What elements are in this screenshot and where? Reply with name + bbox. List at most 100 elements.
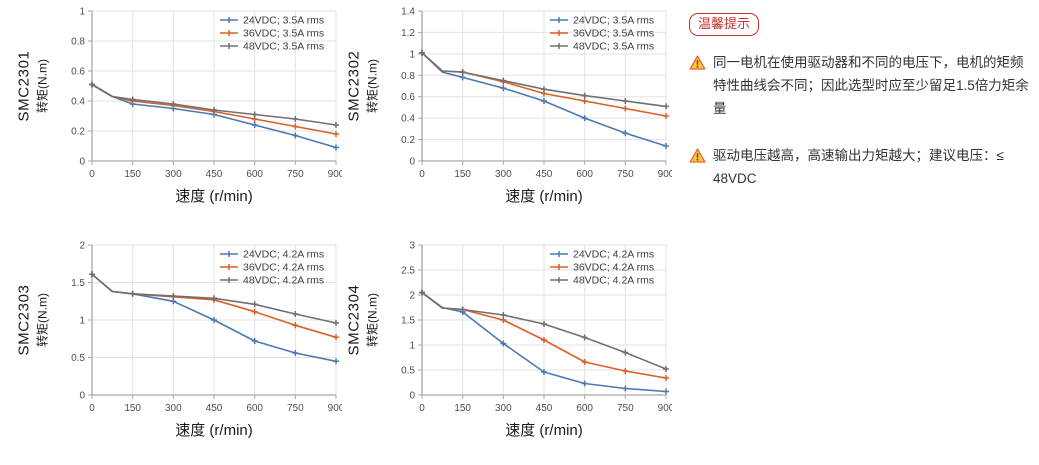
- svg-text:150: 150: [454, 169, 471, 180]
- svg-text:600: 600: [576, 169, 593, 180]
- svg-text:900: 900: [658, 169, 672, 180]
- svg-text:36VDC; 3.5A rms: 36VDC; 3.5A rms: [243, 28, 324, 40]
- svg-text:0: 0: [409, 157, 415, 168]
- svg-text:450: 450: [206, 403, 223, 414]
- series-48vdc: [89, 81, 339, 128]
- series-48vdc: [419, 49, 669, 110]
- svg-text:600: 600: [246, 169, 263, 180]
- x-axis-label: 速度 (r/min): [175, 422, 253, 439]
- svg-text:0.4: 0.4: [71, 97, 85, 108]
- svg-text:600: 600: [576, 403, 593, 414]
- x-axis-label: 速度 (r/min): [505, 422, 583, 439]
- chart-model-label: SMC2301: [15, 50, 33, 122]
- note-item: 同一电机在使用驱动器和不同的电压下，电机的矩频特性曲线会不同；因此选型时应至少留…: [689, 51, 1036, 121]
- svg-text:2: 2: [409, 291, 415, 302]
- svg-text:0: 0: [89, 403, 95, 414]
- svg-text:1: 1: [409, 49, 415, 60]
- svg-text:3: 3: [409, 241, 415, 252]
- svg-text:300: 300: [165, 403, 182, 414]
- svg-text:1.4: 1.4: [401, 7, 415, 18]
- series-48vdc: [89, 271, 339, 326]
- svg-text:450: 450: [536, 169, 553, 180]
- svg-text:24VDC; 3.5A rms: 24VDC; 3.5A rms: [243, 15, 324, 27]
- gridlines: [92, 244, 337, 396]
- svg-text:0.5: 0.5: [401, 366, 415, 377]
- svg-text:48VDC; 3.5A rms: 48VDC; 3.5A rms: [573, 41, 654, 53]
- chart-model-label: SMC2302: [345, 50, 363, 122]
- axes: [88, 244, 337, 399]
- tips-badge: 温馨提示: [689, 13, 760, 36]
- svg-text:0.8: 0.8: [401, 71, 415, 82]
- y-axis-label: SMC2301 转矩(N.m): [8, 2, 58, 170]
- svg-text:1: 1: [79, 7, 85, 18]
- tick-labels: 0 0.2 0.4 0.6 0.8 1 1.2 1.4 0 150 300 450 600 750 900: [401, 7, 672, 181]
- svg-text:2.5: 2.5: [401, 266, 415, 277]
- note-text: 驱动电压越高，高速输出力矩越大；建议电压：≤ 48VDC: [713, 148, 1004, 187]
- notes-panel: 温馨提示 同一电机在使用驱动器和不同的电压下，电机的矩频特性曲线会不同；因此选型…: [689, 13, 1036, 191]
- svg-text:24VDC; 4.2A rms: 24VDC; 4.2A rms: [243, 249, 324, 261]
- svg-text:900: 900: [328, 403, 342, 414]
- warning-triangle-icon: [689, 148, 706, 163]
- svg-text:300: 300: [165, 169, 182, 180]
- chart-model-label: SMC2304: [345, 284, 363, 356]
- chart-smc2303: SMC2303 转矩(N.m) 0 0.5 1 1.5 2 0 150 300 450 600 75…: [8, 236, 343, 449]
- tick-labels: 0 0.5 1 1.5 2 2.5 3 0 150 300 450 600 750 900: [401, 241, 672, 415]
- torque-speed-chart: 0 0.5 1 1.5 2 2.5 3 0 150 300 450 600 750 900 24VDC; 4…: [401, 241, 672, 440]
- axes: [418, 10, 667, 165]
- svg-text:0.4: 0.4: [401, 114, 415, 125]
- svg-text:48VDC; 4.2A rms: 48VDC; 4.2A rms: [243, 275, 324, 287]
- svg-text:150: 150: [124, 169, 141, 180]
- svg-text:36VDC; 3.5A rms: 36VDC; 3.5A rms: [573, 28, 654, 40]
- svg-text:150: 150: [124, 403, 141, 414]
- svg-text:1.5: 1.5: [71, 278, 85, 289]
- svg-text:36VDC; 4.2A rms: 36VDC; 4.2A rms: [243, 262, 324, 274]
- torque-speed-chart: 0 0.5 1 1.5 2 0 150 300 450 600 750 900 24VDC; 4.2A …: [71, 241, 342, 440]
- svg-text:300: 300: [495, 169, 512, 180]
- warning-triangle-icon: [689, 55, 706, 70]
- svg-text:150: 150: [454, 403, 471, 414]
- y-axis-unit-label: 转矩(N.m): [365, 293, 380, 347]
- svg-text:0.8: 0.8: [71, 37, 85, 48]
- tick-labels: 0 0.2 0.4 0.6 0.8 1 0 150 300 450 600 750 900: [71, 7, 342, 181]
- svg-text:600: 600: [246, 403, 263, 414]
- chart-smc2304: SMC2304 转矩(N.m) 0 0.5 1 1.5 2 2.5 3 0 150 300 450 6…: [338, 236, 673, 449]
- svg-text:900: 900: [658, 403, 672, 414]
- chart-smc2302: SMC2302 转矩(N.m) 0 0.2 0.4 0.6 0.8 1 1.2 1.4 0 150…: [338, 2, 673, 215]
- svg-text:0: 0: [409, 391, 415, 402]
- svg-text:48VDC; 4.2A rms: 48VDC; 4.2A rms: [573, 275, 654, 287]
- note-item: 驱动电压越高，高速输出力矩越大；建议电压：≤ 48VDC: [689, 144, 1036, 190]
- svg-text:0.6: 0.6: [401, 92, 415, 103]
- tick-labels: 0 0.5 1 1.5 2 0 150 300 450 600 750 900: [71, 241, 342, 415]
- x-axis-label: 速度 (r/min): [175, 188, 253, 205]
- svg-text:0: 0: [79, 391, 85, 402]
- svg-text:0: 0: [419, 169, 425, 180]
- svg-text:0.2: 0.2: [71, 127, 85, 138]
- svg-text:2: 2: [79, 241, 85, 252]
- y-axis-unit-label: 转矩(N.m): [365, 59, 380, 113]
- svg-text:0.5: 0.5: [71, 353, 85, 364]
- svg-text:1: 1: [79, 316, 85, 327]
- svg-text:750: 750: [287, 403, 304, 414]
- svg-text:0: 0: [419, 403, 425, 414]
- y-axis-label: SMC2302 转矩(N.m): [338, 2, 388, 170]
- svg-text:1: 1: [409, 341, 415, 352]
- svg-text:750: 750: [287, 169, 304, 180]
- x-axis-label: 速度 (r/min): [505, 188, 583, 205]
- torque-speed-chart: 0 0.2 0.4 0.6 0.8 1 0 150 300 450 600 750 900 24VDC; …: [71, 7, 342, 206]
- svg-text:450: 450: [206, 169, 223, 180]
- svg-text:0.2: 0.2: [401, 135, 415, 146]
- svg-text:750: 750: [617, 169, 634, 180]
- svg-text:0.6: 0.6: [71, 67, 85, 78]
- torque-speed-chart: 0 0.2 0.4 0.6 0.8 1 1.2 1.4 0 150 300 450 600 750 900 2…: [401, 7, 672, 206]
- svg-text:300: 300: [495, 403, 512, 414]
- y-axis-unit-label: 转矩(N.m): [35, 59, 50, 113]
- y-axis-label: SMC2303 转矩(N.m): [8, 236, 58, 404]
- svg-text:0: 0: [89, 169, 95, 180]
- svg-text:0: 0: [79, 157, 85, 168]
- axes: [418, 244, 667, 399]
- svg-text:450: 450: [536, 403, 553, 414]
